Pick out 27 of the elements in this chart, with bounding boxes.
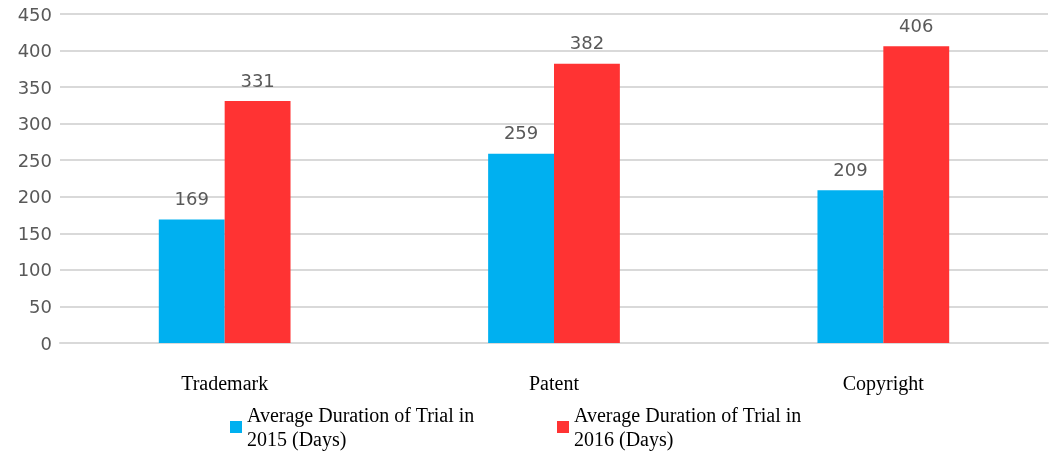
y-tick-label: 350 xyxy=(17,76,52,98)
y-tick-label: 0 xyxy=(40,332,52,354)
y-tick-label: 300 xyxy=(17,113,52,135)
data-label: 331 xyxy=(240,69,275,91)
legend-label: Average Duration of Trial in 2016 (Days) xyxy=(574,404,807,451)
x-tick-label: Copyright xyxy=(842,372,925,395)
bar xyxy=(158,219,225,343)
bar xyxy=(817,190,884,343)
bar xyxy=(224,101,291,343)
bar xyxy=(488,153,554,343)
data-label: 169 xyxy=(174,187,209,209)
y-tick-label: 450 xyxy=(17,3,52,25)
y-tick-label: 200 xyxy=(17,186,52,208)
data-label: 259 xyxy=(503,122,539,144)
y-tick-label: 150 xyxy=(17,222,52,244)
y-tick-label: 50 xyxy=(29,295,52,317)
data-label: 406 xyxy=(899,14,934,36)
data-label: 382 xyxy=(569,32,605,54)
legend-label: Average Duration of Trial in 2015 (Days) xyxy=(247,404,480,451)
y-tick-label: 400 xyxy=(17,40,52,62)
y-tick-label: 100 xyxy=(17,259,52,281)
x-tick-label: Trademark xyxy=(181,372,269,394)
bar xyxy=(883,46,950,343)
x-tick-label: Patent xyxy=(529,372,580,394)
data-label: 209 xyxy=(833,158,868,180)
y-tick-label: 250 xyxy=(17,149,52,171)
bar xyxy=(554,63,620,343)
